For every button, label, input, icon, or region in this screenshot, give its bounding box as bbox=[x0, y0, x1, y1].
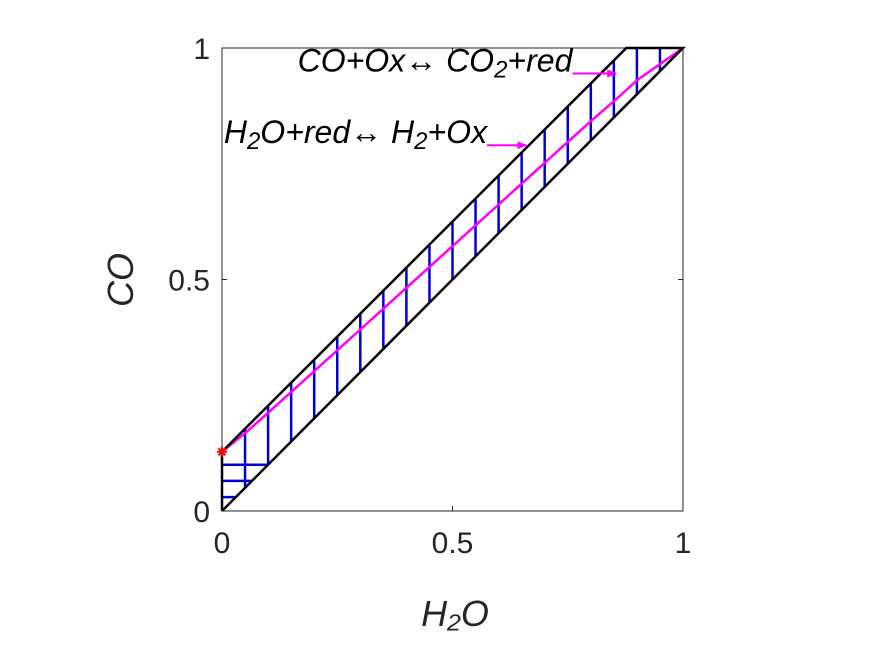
annotation-segment: H bbox=[224, 114, 248, 150]
y-tick-label: 0 bbox=[193, 496, 210, 529]
y-tick-label: 1 bbox=[193, 33, 210, 66]
annotation-text: H2O+red↔ H2+Ox bbox=[224, 114, 488, 155]
series-layer bbox=[217, 46, 687, 512]
y-tick-label: 0.5 bbox=[168, 265, 210, 298]
series-line-boundary bbox=[220, 46, 687, 512]
annotation-text: CO+Ox↔ CO2+red bbox=[298, 42, 574, 83]
hatch-region bbox=[222, 48, 662, 499]
annotation-segment: CO+Ox↔ CO bbox=[298, 42, 494, 78]
annotation-segment: +red bbox=[507, 42, 573, 78]
x-tick-label: 1 bbox=[675, 527, 692, 560]
y-axis-label: CO bbox=[100, 253, 141, 307]
annotation-subscript: 2 bbox=[493, 56, 507, 83]
annotation-segment: O+red↔ H bbox=[260, 114, 415, 150]
series-line-trajectory bbox=[221, 46, 684, 453]
x-tick-label: 0 bbox=[214, 527, 231, 560]
x-tick-label: 0.5 bbox=[432, 527, 474, 560]
marker-stroke bbox=[217, 447, 227, 456]
axis-ticks: 0 0.5 1 0 0.5 1 bbox=[168, 33, 691, 560]
annotation-segment: +Ox bbox=[427, 114, 488, 150]
x-axis-label: H₂O bbox=[421, 593, 489, 634]
annotation-subscript: 2 bbox=[413, 128, 427, 155]
data-point-marker bbox=[217, 446, 227, 457]
annotation-subscript: 2 bbox=[246, 128, 260, 155]
